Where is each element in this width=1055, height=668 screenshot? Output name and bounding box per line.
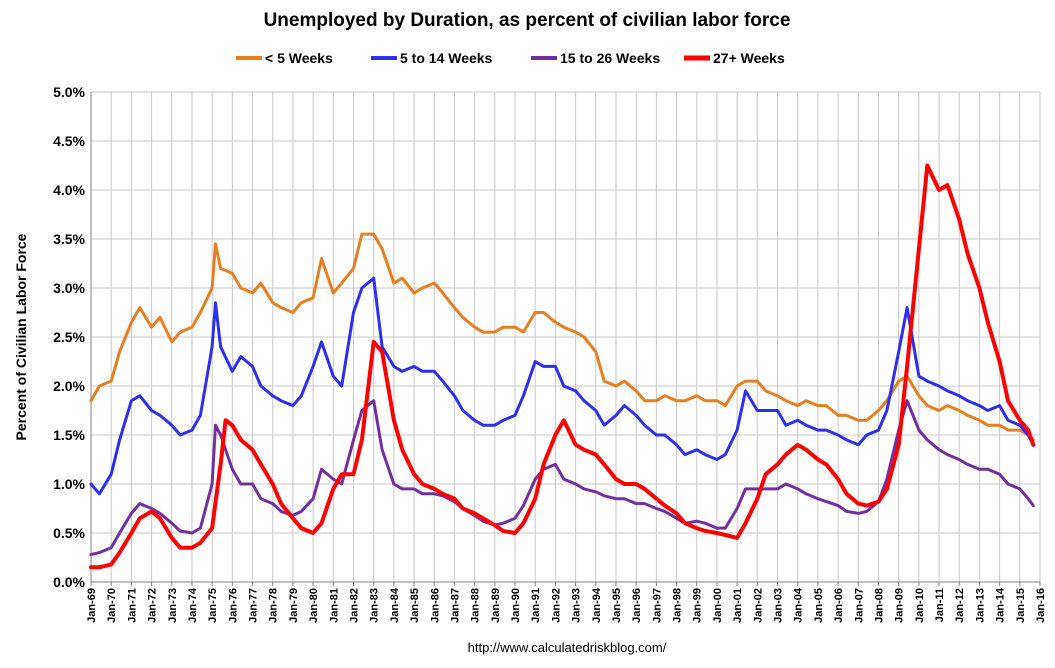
y-axis-label: Percent of Civilian Labor Force [13,233,29,440]
y-tick-label: 3.5% [53,231,85,247]
x-tick-label: Jan-06 [833,588,845,623]
series-line [89,232,1035,442]
x-tick-label: Jan-12 [954,588,966,623]
x-tick-label: Jan-85 [409,588,421,623]
legend-label: 15 to 26 Weeks [560,50,660,66]
x-tick-label: Jan-74 [187,587,199,623]
x-tick-label: Jan-82 [348,588,360,623]
series-line [89,163,1036,570]
x-tick-label: Jan-96 [631,588,643,623]
legend-label: < 5 Weeks [265,50,333,66]
grid [90,91,1041,586]
x-tick-label: Jan-71 [126,588,138,623]
x-tick-label: Jan-75 [207,588,219,623]
x-tick-label: Jan-72 [147,588,159,623]
legend-item: 15 to 26 Weeks [531,50,660,66]
x-tick-label: Jan-77 [248,588,260,623]
x-tick-label: Jan-73 [167,588,179,623]
x-tick-label: Jan-81 [328,588,340,623]
legend-label: 5 to 14 Weeks [400,50,493,66]
x-tick-label: Jan-83 [369,588,381,623]
y-tick-label: 3.0% [53,280,85,296]
x-tick-label: Jan-78 [268,588,280,623]
x-tick-label: Jan-00 [712,588,724,623]
y-tick-label: 0.0% [53,574,85,590]
legend-label: 27+ Weeks [713,50,785,66]
x-tick-label: Jan-02 [752,588,764,623]
y-tick-label: 5.0% [53,84,85,100]
x-tick-label: Jan-14 [995,587,1007,623]
y-tick-label: 1.5% [53,427,85,443]
y-tick-label: 0.5% [53,525,85,541]
x-tick-label: Jan-04 [793,587,805,623]
x-tick-label: Jan-70 [106,588,118,623]
x-tick-label: Jan-80 [308,588,320,623]
y-tick-label: 4.0% [53,182,85,198]
x-tick-label: Jan-90 [510,588,522,623]
x-tick-label: Jan-99 [692,588,704,623]
x-tick-label: Jan-11 [934,588,946,622]
x-tick-label: Jan-98 [672,588,684,623]
x-tick-label: Jan-95 [611,588,623,623]
x-tick-label: Jan-01 [732,588,744,623]
y-axis-ticks: 0.0% 0.5% 1.0% 1.5% 2.0% 2.5% 3.0% 3.5% 4.0% 4.5%… [53,84,85,590]
x-tick-label: Jan-88 [470,588,482,623]
x-tick-label: Jan-91 [530,588,542,623]
y-tick-label: 1.0% [53,476,85,492]
x-tick-label: Jan-97 [651,588,663,623]
x-tick-label: Jan-05 [813,588,825,623]
legend-item: < 5 Weeks [236,50,333,66]
y-tick-label: 2.5% [53,329,85,345]
x-tick-label: Jan-69 [86,588,98,623]
legend-item: 5 to 14 Weeks [371,50,493,66]
x-tick-label: Jan-15 [1015,588,1027,623]
x-tick-label: Jan-16 [1035,588,1047,623]
x-tick-label: Jan-09 [894,588,906,623]
legend-item: 27+ Weeks [684,50,785,66]
x-tick-label: Jan-84 [389,587,401,623]
series-group [89,163,1036,570]
x-tick-label: Jan-03 [773,588,785,623]
x-axis-ticks: Jan-69 Jan-70 Jan-71 Jan-72 Jan-73 Jan-74 Jan-… [86,587,1047,623]
x-tick-label: Jan-92 [550,588,562,623]
x-tick-label: Jan-87 [449,588,461,623]
y-tick-label: 2.0% [53,378,85,394]
x-tick-label: Jan-76 [227,588,239,623]
x-tick-label: Jan-89 [490,588,502,623]
chart-title: Unemployed by Duration, as percent of ci… [264,10,791,31]
source-url: http://www.calculatedriskblog.com/ [468,640,667,655]
x-tick-label: Jan-79 [288,588,300,623]
x-tick-label: Jan-93 [571,588,583,623]
y-tick-label: 4.5% [53,133,85,149]
x-tick-label: Jan-10 [914,588,926,623]
x-tick-label: Jan-94 [591,587,603,623]
x-tick-label: Jan-07 [853,588,865,623]
legend: < 5 Weeks 5 to 14 Weeks 15 to 26 Weeks 27+ … [236,50,785,66]
x-tick-label: Jan-13 [974,588,986,623]
x-tick-label: Jan-86 [429,588,441,623]
series-line [89,276,1035,496]
x-tick-label: Jan-08 [873,588,885,623]
